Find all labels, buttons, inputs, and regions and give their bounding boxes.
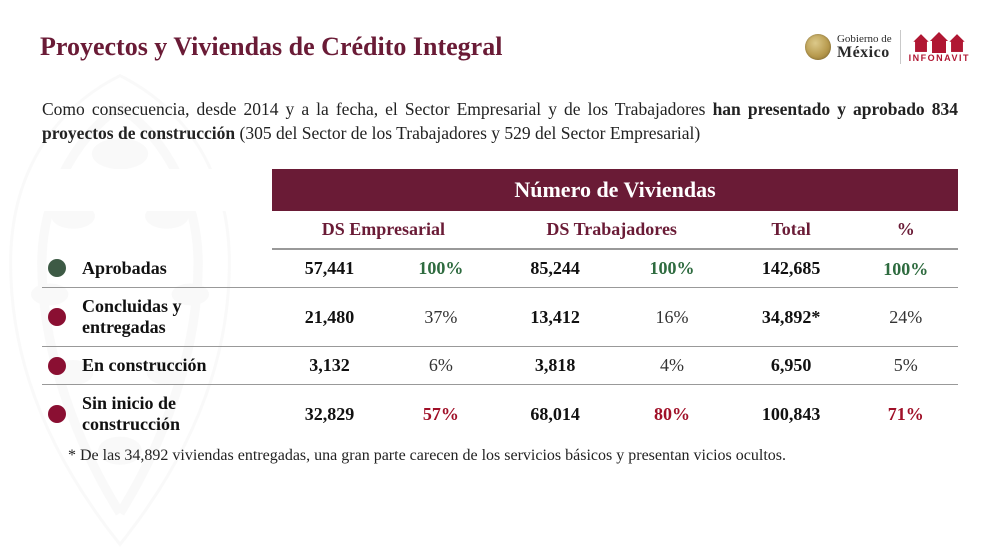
trab-pct: 80% <box>615 385 728 444</box>
emp-pct: 37% <box>387 288 495 347</box>
table-row: Sin inicio de construcción32,82957%68,01… <box>42 385 958 444</box>
total-pct: 100% <box>854 249 958 288</box>
trab-value: 85,244 <box>495 249 616 288</box>
infonavit-houses-icon <box>914 31 964 53</box>
col-total: Total <box>729 211 854 249</box>
header: Proyectos y Viviendas de Crédito Integra… <box>0 0 1000 74</box>
trab-pct: 4% <box>615 347 728 385</box>
table-super-header-cell: Número de Viviendas <box>272 169 958 211</box>
row-bullet-icon <box>48 308 66 326</box>
gobierno-mexico-logo: Gobierno de México <box>805 34 892 61</box>
trab-pct: 100% <box>615 249 728 288</box>
total-pct: 5% <box>854 347 958 385</box>
emp-value: 57,441 <box>272 249 387 288</box>
emp-value: 3,132 <box>272 347 387 385</box>
footnote: * De las 34,892 viviendas entregadas, un… <box>68 447 958 465</box>
total-value: 142,685 <box>729 249 854 288</box>
infonavit-logo: INFONAVIT <box>909 31 970 63</box>
table-row: Concluidas y entregadas21,48037%13,41216… <box>42 288 958 347</box>
total-pct: 71% <box>854 385 958 444</box>
emp-pct: 57% <box>387 385 495 444</box>
col-trabajadores: DS Trabajadores <box>495 211 729 249</box>
viviendas-table: Número de Viviendas DS Empresarial DS Tr… <box>42 169 958 443</box>
trab-pct: 16% <box>615 288 728 347</box>
mexico-seal-icon <box>805 34 831 60</box>
emp-pct: 6% <box>387 347 495 385</box>
table-super-header: Número de Viviendas <box>42 169 958 211</box>
gob-line1: Gobierno de <box>837 34 892 45</box>
row-bullet-icon <box>48 405 66 423</box>
total-value: 6,950 <box>729 347 854 385</box>
trab-value: 68,014 <box>495 385 616 444</box>
table-row: En construcción3,1326%3,8184%6,9505% <box>42 347 958 385</box>
total-value: 100,843 <box>729 385 854 444</box>
row-label: Concluidas y entregadas <box>42 288 272 347</box>
intro-paragraph: Como consecuencia, desde 2014 y a la fec… <box>0 74 1000 155</box>
gobierno-text: Gobierno de México <box>837 34 892 61</box>
infonavit-text: INFONAVIT <box>909 53 970 63</box>
logo-group: Gobierno de México INFONAVIT <box>805 30 970 64</box>
total-pct: 24% <box>854 288 958 347</box>
row-label: Aprobadas <box>42 249 272 288</box>
col-empresarial: DS Empresarial <box>272 211 495 249</box>
row-label: En construcción <box>42 347 272 385</box>
table-corner-blank <box>42 169 272 211</box>
table-row: Aprobadas57,441100%85,244100%142,685100% <box>42 249 958 288</box>
page-title: Proyectos y Viviendas de Crédito Integra… <box>40 32 502 62</box>
emp-value: 21,480 <box>272 288 387 347</box>
emp-value: 32,829 <box>272 385 387 444</box>
gob-line2: México <box>837 45 892 61</box>
total-value: 34,892* <box>729 288 854 347</box>
row-label: Sin inicio de construcción <box>42 385 272 444</box>
row-bullet-icon <box>48 357 66 375</box>
table-header-blank <box>42 211 272 249</box>
emp-pct: 100% <box>387 249 495 288</box>
col-pct: % <box>854 211 958 249</box>
trab-value: 13,412 <box>495 288 616 347</box>
table-column-headers: DS Empresarial DS Trabajadores Total % <box>42 211 958 249</box>
row-bullet-icon <box>48 259 66 277</box>
logo-separator <box>900 30 901 64</box>
trab-value: 3,818 <box>495 347 616 385</box>
